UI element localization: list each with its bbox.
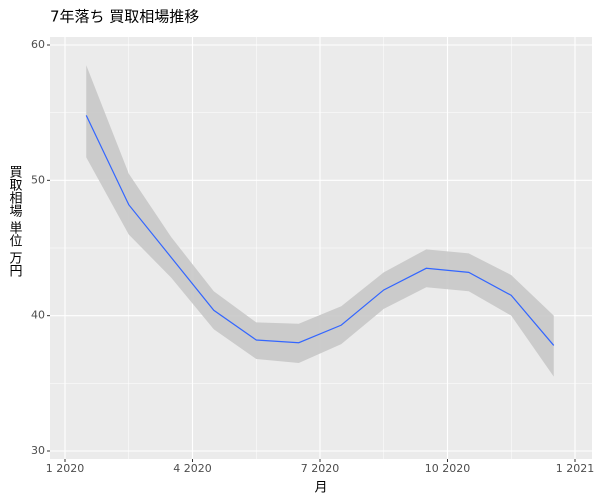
y-tick-label: 30 [31,444,45,457]
trend-line [85,115,555,346]
x-axis-label: 月 [314,481,327,496]
confidence-band [86,65,554,377]
y-tick-label: 40 [31,309,45,322]
chart-title: 7年落ち 買取相場推移 [50,8,199,26]
y-tick-label: 60 [31,38,45,51]
x-tick-label: 10 2020 [425,462,471,475]
x-tick-label: 1 2020 [46,462,85,475]
x-tick-label: 4 2020 [173,462,212,475]
y-tick-label: 50 [31,173,45,186]
y-axis-label: 買取相場 単位 万円 [7,165,23,278]
x-tick-label: 7 2020 [301,462,340,475]
x-tick-label: 1 2021 [556,462,595,475]
